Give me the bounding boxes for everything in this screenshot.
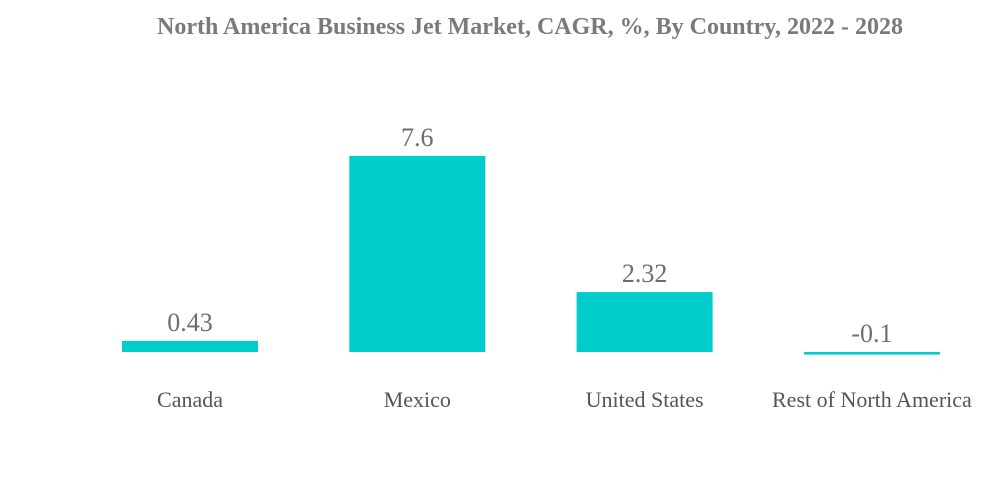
bar-mexico [349,155,486,352]
bar-rest-of-north-america [803,352,940,355]
bar-united-states [576,292,713,352]
category-label-canada: Canada [157,387,223,412]
chart-title: North America Business Jet Market, CAGR,… [157,14,903,40]
category-label-united-states: United States [586,387,704,412]
value-label-mexico: 7.6 [401,123,434,152]
category-label-mexico: Mexico [384,387,451,412]
category-label-rest-of-north-america: Rest of North America [772,387,972,412]
bar-canada [122,340,258,352]
value-label-united-states: 2.32 [622,259,668,288]
value-label-canada: 0.43 [167,308,213,337]
value-label-rest-of-north-america: -0.1 [851,319,892,348]
category-labels-group: Canada Mexico United States Rest of North A… [157,387,972,412]
value-labels-group: 0.43 7.6 2.32 -0.1 [167,123,892,348]
bars-group [122,155,940,355]
